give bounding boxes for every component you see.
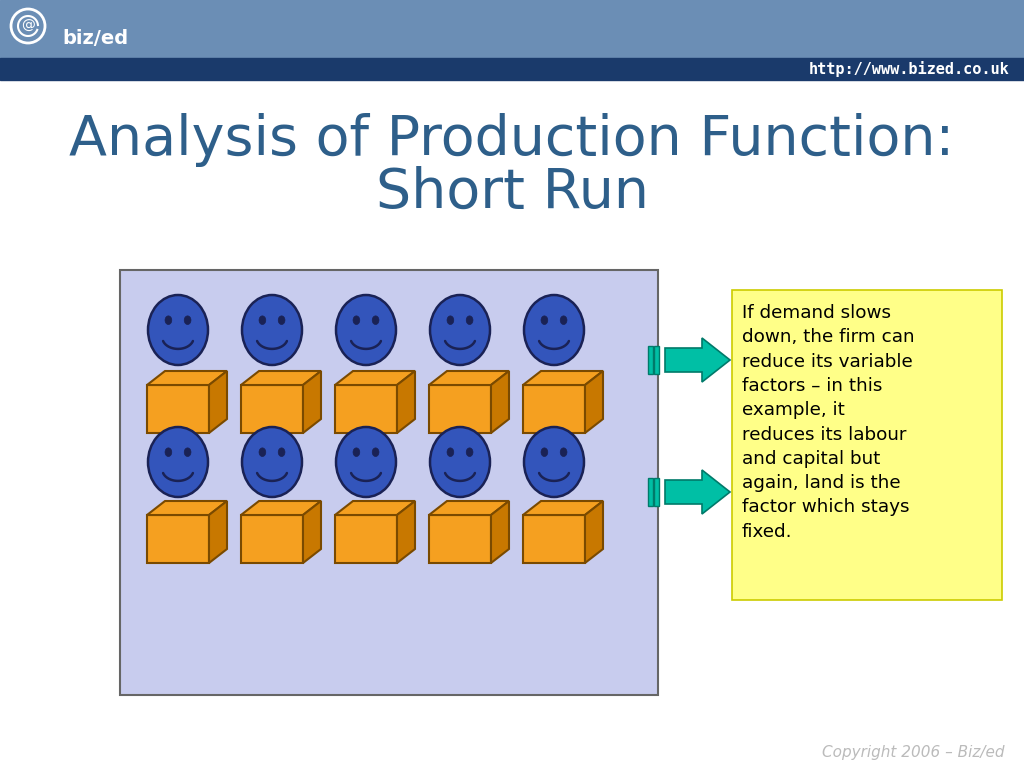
Polygon shape (429, 515, 490, 563)
Text: Short Run: Short Run (376, 166, 648, 220)
Polygon shape (241, 515, 303, 563)
Ellipse shape (184, 316, 190, 325)
Polygon shape (335, 371, 415, 385)
Ellipse shape (184, 448, 190, 456)
Bar (654, 346, 659, 374)
Polygon shape (147, 501, 227, 515)
Polygon shape (490, 501, 509, 563)
Polygon shape (397, 371, 415, 433)
Polygon shape (397, 501, 415, 563)
Polygon shape (585, 371, 603, 433)
Ellipse shape (353, 316, 359, 325)
Polygon shape (429, 501, 509, 515)
Ellipse shape (541, 316, 548, 325)
Bar (0, 58, 1024, 80)
Bar (732, 290, 1002, 600)
Polygon shape (303, 371, 321, 433)
Polygon shape (209, 501, 227, 563)
Ellipse shape (148, 295, 208, 365)
Polygon shape (241, 371, 321, 385)
Polygon shape (147, 515, 209, 563)
Ellipse shape (524, 427, 584, 497)
Polygon shape (335, 501, 415, 515)
Bar (654, 478, 659, 506)
Ellipse shape (466, 448, 473, 456)
Ellipse shape (148, 427, 208, 497)
Polygon shape (147, 385, 209, 433)
Polygon shape (490, 371, 509, 433)
Polygon shape (335, 515, 397, 563)
Polygon shape (209, 371, 227, 433)
Polygon shape (523, 385, 585, 433)
Ellipse shape (165, 316, 172, 325)
Text: biz/ed: biz/ed (62, 28, 128, 48)
Polygon shape (429, 371, 509, 385)
Ellipse shape (279, 448, 285, 456)
Ellipse shape (336, 295, 396, 365)
Ellipse shape (279, 316, 285, 325)
Text: Copyright 2006 – Biz/ed: Copyright 2006 – Biz/ed (822, 744, 1005, 760)
Polygon shape (429, 385, 490, 433)
Text: Analysis of Production Function:: Analysis of Production Function: (70, 113, 954, 167)
Polygon shape (303, 501, 321, 563)
Ellipse shape (165, 448, 172, 456)
Text: http://www.bized.co.uk: http://www.bized.co.uk (809, 61, 1010, 77)
Ellipse shape (560, 448, 567, 456)
Text: @: @ (22, 19, 35, 33)
Bar (648, 346, 653, 374)
Ellipse shape (353, 448, 359, 456)
Bar (120, 270, 658, 695)
Text: If demand slows
down, the firm can
reduce its variable
factors – in this
example: If demand slows down, the firm can reduc… (742, 304, 914, 541)
Ellipse shape (373, 316, 379, 325)
Polygon shape (335, 385, 397, 433)
Ellipse shape (336, 427, 396, 497)
Ellipse shape (242, 427, 302, 497)
Ellipse shape (259, 448, 266, 456)
Ellipse shape (541, 448, 548, 456)
Ellipse shape (560, 316, 567, 325)
Ellipse shape (430, 295, 490, 365)
Ellipse shape (430, 427, 490, 497)
Polygon shape (523, 515, 585, 563)
Bar (648, 478, 653, 506)
Bar (0, 0, 1024, 58)
Ellipse shape (447, 316, 454, 325)
Polygon shape (241, 385, 303, 433)
Polygon shape (241, 501, 321, 515)
Polygon shape (523, 371, 603, 385)
Polygon shape (523, 501, 603, 515)
Polygon shape (665, 338, 730, 382)
Ellipse shape (242, 295, 302, 365)
Polygon shape (585, 501, 603, 563)
Polygon shape (665, 470, 730, 514)
Ellipse shape (466, 316, 473, 325)
Polygon shape (147, 371, 227, 385)
Ellipse shape (447, 448, 454, 456)
Ellipse shape (524, 295, 584, 365)
Ellipse shape (373, 448, 379, 456)
Ellipse shape (259, 316, 266, 325)
